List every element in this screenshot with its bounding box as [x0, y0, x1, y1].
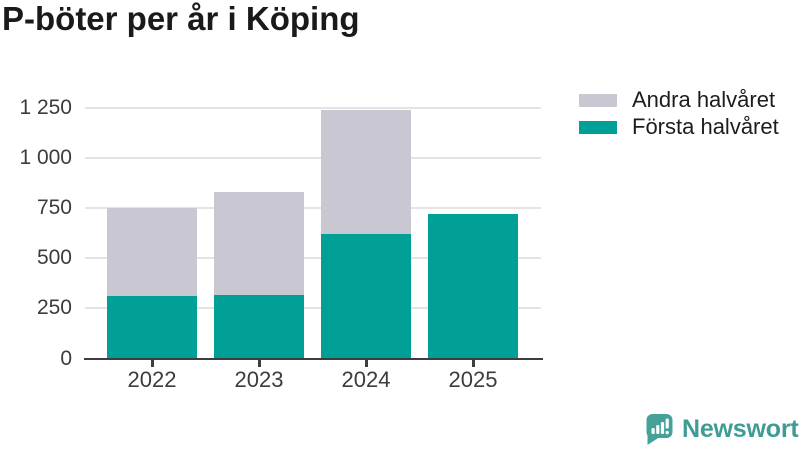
x-axis-tick: [365, 360, 368, 367]
bar-segment-2023-andra-halv-ret: [214, 191, 304, 296]
gridline: [85, 257, 541, 260]
bar-segment-2022-andra-halv-ret: [107, 207, 197, 297]
x-axis-tick-label: 2023: [234, 367, 284, 392]
y-axis-tick-label: 0: [60, 346, 72, 370]
x-axis-tick-label: 2025: [448, 367, 498, 392]
legend-swatch-andra-halv-ret: [579, 93, 617, 107]
x-axis-tick-label: 2024: [341, 367, 391, 392]
bar-segment-2022-f-rsta-halv-ret: [107, 296, 197, 359]
legend-label: Första halvåret: [632, 114, 779, 139]
x-axis-tick-label: 2022: [127, 367, 177, 392]
newsworthy-branding: Newsworthy: [644, 413, 800, 446]
gridline: [85, 156, 541, 159]
legend-swatch-f-rsta-halv-ret: [579, 120, 617, 134]
y-axis-tick-label: 250: [36, 296, 72, 320]
x-axis-tick: [258, 360, 261, 367]
y-axis-tick-label: 1 250: [19, 95, 72, 119]
gridline: [85, 307, 541, 310]
newsworthy-wordmark: Newsworthy: [682, 415, 800, 443]
legend: Andra halvåret Första halvåret: [579, 87, 779, 144]
legend-item: Första halvåret: [579, 114, 779, 139]
bar-segment-2025-f-rsta-halv-ret: [428, 213, 518, 359]
x-axis-line: [84, 357, 543, 360]
x-axis-tick: [472, 360, 475, 367]
y-axis-tick-label: 500: [36, 246, 72, 270]
bar-segment-2024-f-rsta-halv-ret: [321, 234, 411, 359]
bar-segment-2024-andra-halv-ret: [321, 109, 411, 234]
gridline: [85, 106, 541, 109]
legend-label: Andra halvåret: [632, 87, 776, 112]
bar-segment-2023-f-rsta-halv-ret: [214, 295, 304, 359]
gridline: [85, 206, 541, 209]
newsworthy-logo-icon: [646, 414, 673, 445]
y-axis-tick-label: 750: [36, 195, 72, 219]
y-axis-tick-label: 1 000: [19, 145, 72, 169]
x-axis-tick: [151, 360, 154, 367]
chart-title: P-böter per år i Köping: [2, 0, 360, 37]
legend-item: Andra halvåret: [579, 87, 779, 112]
